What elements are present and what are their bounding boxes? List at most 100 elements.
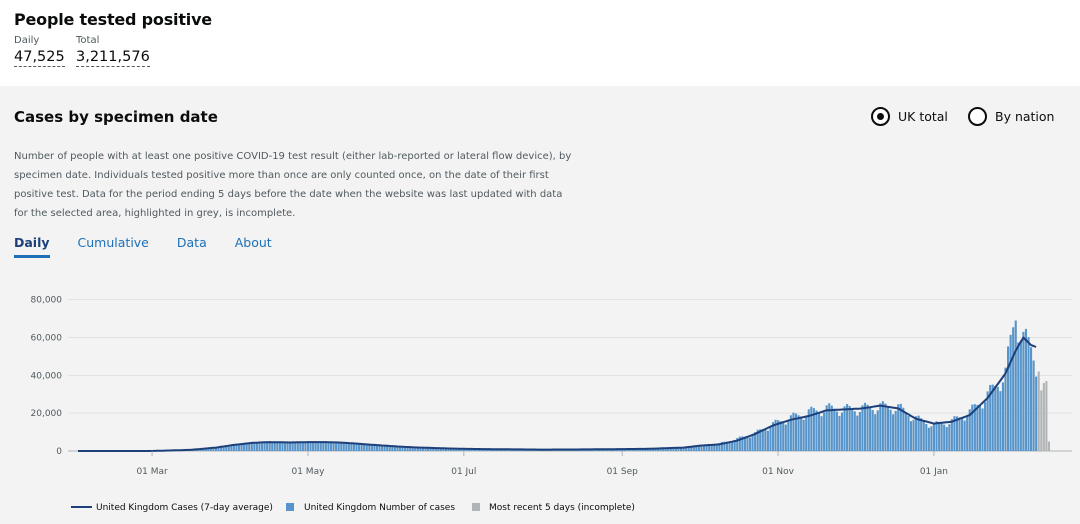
radio-checked-icon[interactable] [871, 107, 890, 126]
bar [978, 405, 982, 451]
bar-incomplete [1037, 371, 1040, 451]
daily-value[interactable]: 47,525 [14, 49, 65, 67]
total-label: Total [76, 35, 100, 46]
bar [787, 421, 790, 451]
bar [439, 448, 442, 451]
radio-uk-total[interactable]: UK total [871, 107, 948, 126]
bar [991, 384, 994, 451]
bar [833, 408, 836, 451]
radio-by-nation[interactable]: By nation [968, 107, 1054, 126]
bar [897, 404, 900, 451]
bar [889, 409, 892, 451]
bar [427, 447, 430, 451]
bar [1014, 320, 1017, 451]
radio-label[interactable]: UK total [898, 109, 948, 124]
bar [414, 447, 417, 451]
bar [902, 407, 905, 451]
bar [713, 445, 716, 451]
bar [771, 422, 775, 451]
bar [255, 442, 258, 451]
bar [720, 441, 723, 451]
bar [904, 412, 907, 451]
bar [922, 421, 925, 451]
bar [294, 442, 297, 451]
bar [327, 442, 330, 451]
bar [892, 414, 895, 451]
bar [751, 435, 754, 451]
bar [743, 436, 746, 451]
bar [840, 412, 844, 451]
bar [754, 432, 757, 451]
bar [452, 448, 455, 451]
tab-cumulative[interactable]: Cumulative [77, 235, 149, 250]
bar [866, 404, 869, 451]
bar [260, 442, 264, 451]
tab-data[interactable]: Data [176, 235, 207, 250]
bar [943, 424, 946, 451]
bar [843, 406, 846, 451]
bar [874, 414, 877, 451]
bar [1024, 328, 1028, 451]
bar [462, 448, 465, 451]
tab-about[interactable]: About [234, 235, 272, 250]
radio-unchecked-icon[interactable] [968, 107, 987, 126]
bar [909, 421, 913, 451]
bar [948, 424, 951, 451]
bar [705, 444, 708, 451]
bar [240, 443, 243, 451]
bar [222, 446, 225, 451]
bar [812, 408, 815, 451]
total-value[interactable]: 3,211,576 [76, 49, 150, 67]
bar [725, 441, 729, 451]
tab-daily[interactable]: Daily [14, 235, 50, 258]
bar [455, 448, 458, 451]
radio-label[interactable]: By nation [995, 109, 1055, 124]
bar [301, 442, 304, 451]
bar [421, 447, 425, 451]
bar [317, 442, 320, 451]
bar [846, 404, 849, 451]
bar [212, 447, 215, 451]
bar [759, 429, 762, 451]
bar [973, 404, 976, 451]
bar [968, 409, 971, 451]
bar [835, 411, 838, 451]
bar [1001, 382, 1005, 451]
bar [976, 404, 979, 451]
bar [250, 442, 253, 451]
bar [746, 436, 749, 451]
bar [797, 415, 800, 451]
legend-label: United Kingdom Cases (7-day average) [96, 503, 273, 513]
bar [424, 447, 427, 451]
bar [805, 415, 808, 451]
bar [695, 446, 698, 451]
bar [202, 448, 205, 451]
bar [996, 386, 999, 451]
chart-bars [130, 320, 1050, 452]
bar [312, 441, 315, 451]
bar [828, 403, 831, 451]
bar [383, 445, 386, 451]
bar [332, 442, 335, 451]
bar [391, 445, 394, 451]
bar [682, 447, 685, 451]
bar [363, 444, 366, 451]
bar [825, 405, 828, 451]
bar [388, 445, 391, 451]
bar [245, 443, 248, 451]
bar [636, 448, 639, 451]
bar [731, 442, 734, 451]
bar [378, 445, 381, 451]
bar [769, 427, 772, 451]
bar [708, 444, 711, 451]
bar [779, 421, 782, 451]
bar [263, 442, 266, 451]
bar [961, 418, 964, 451]
bar [368, 444, 371, 451]
tab-list: Daily Cumulative Data About [14, 235, 300, 258]
bar [199, 449, 202, 451]
bar [268, 442, 271, 451]
bar [794, 413, 798, 451]
bar [935, 421, 938, 451]
bar [925, 424, 928, 451]
